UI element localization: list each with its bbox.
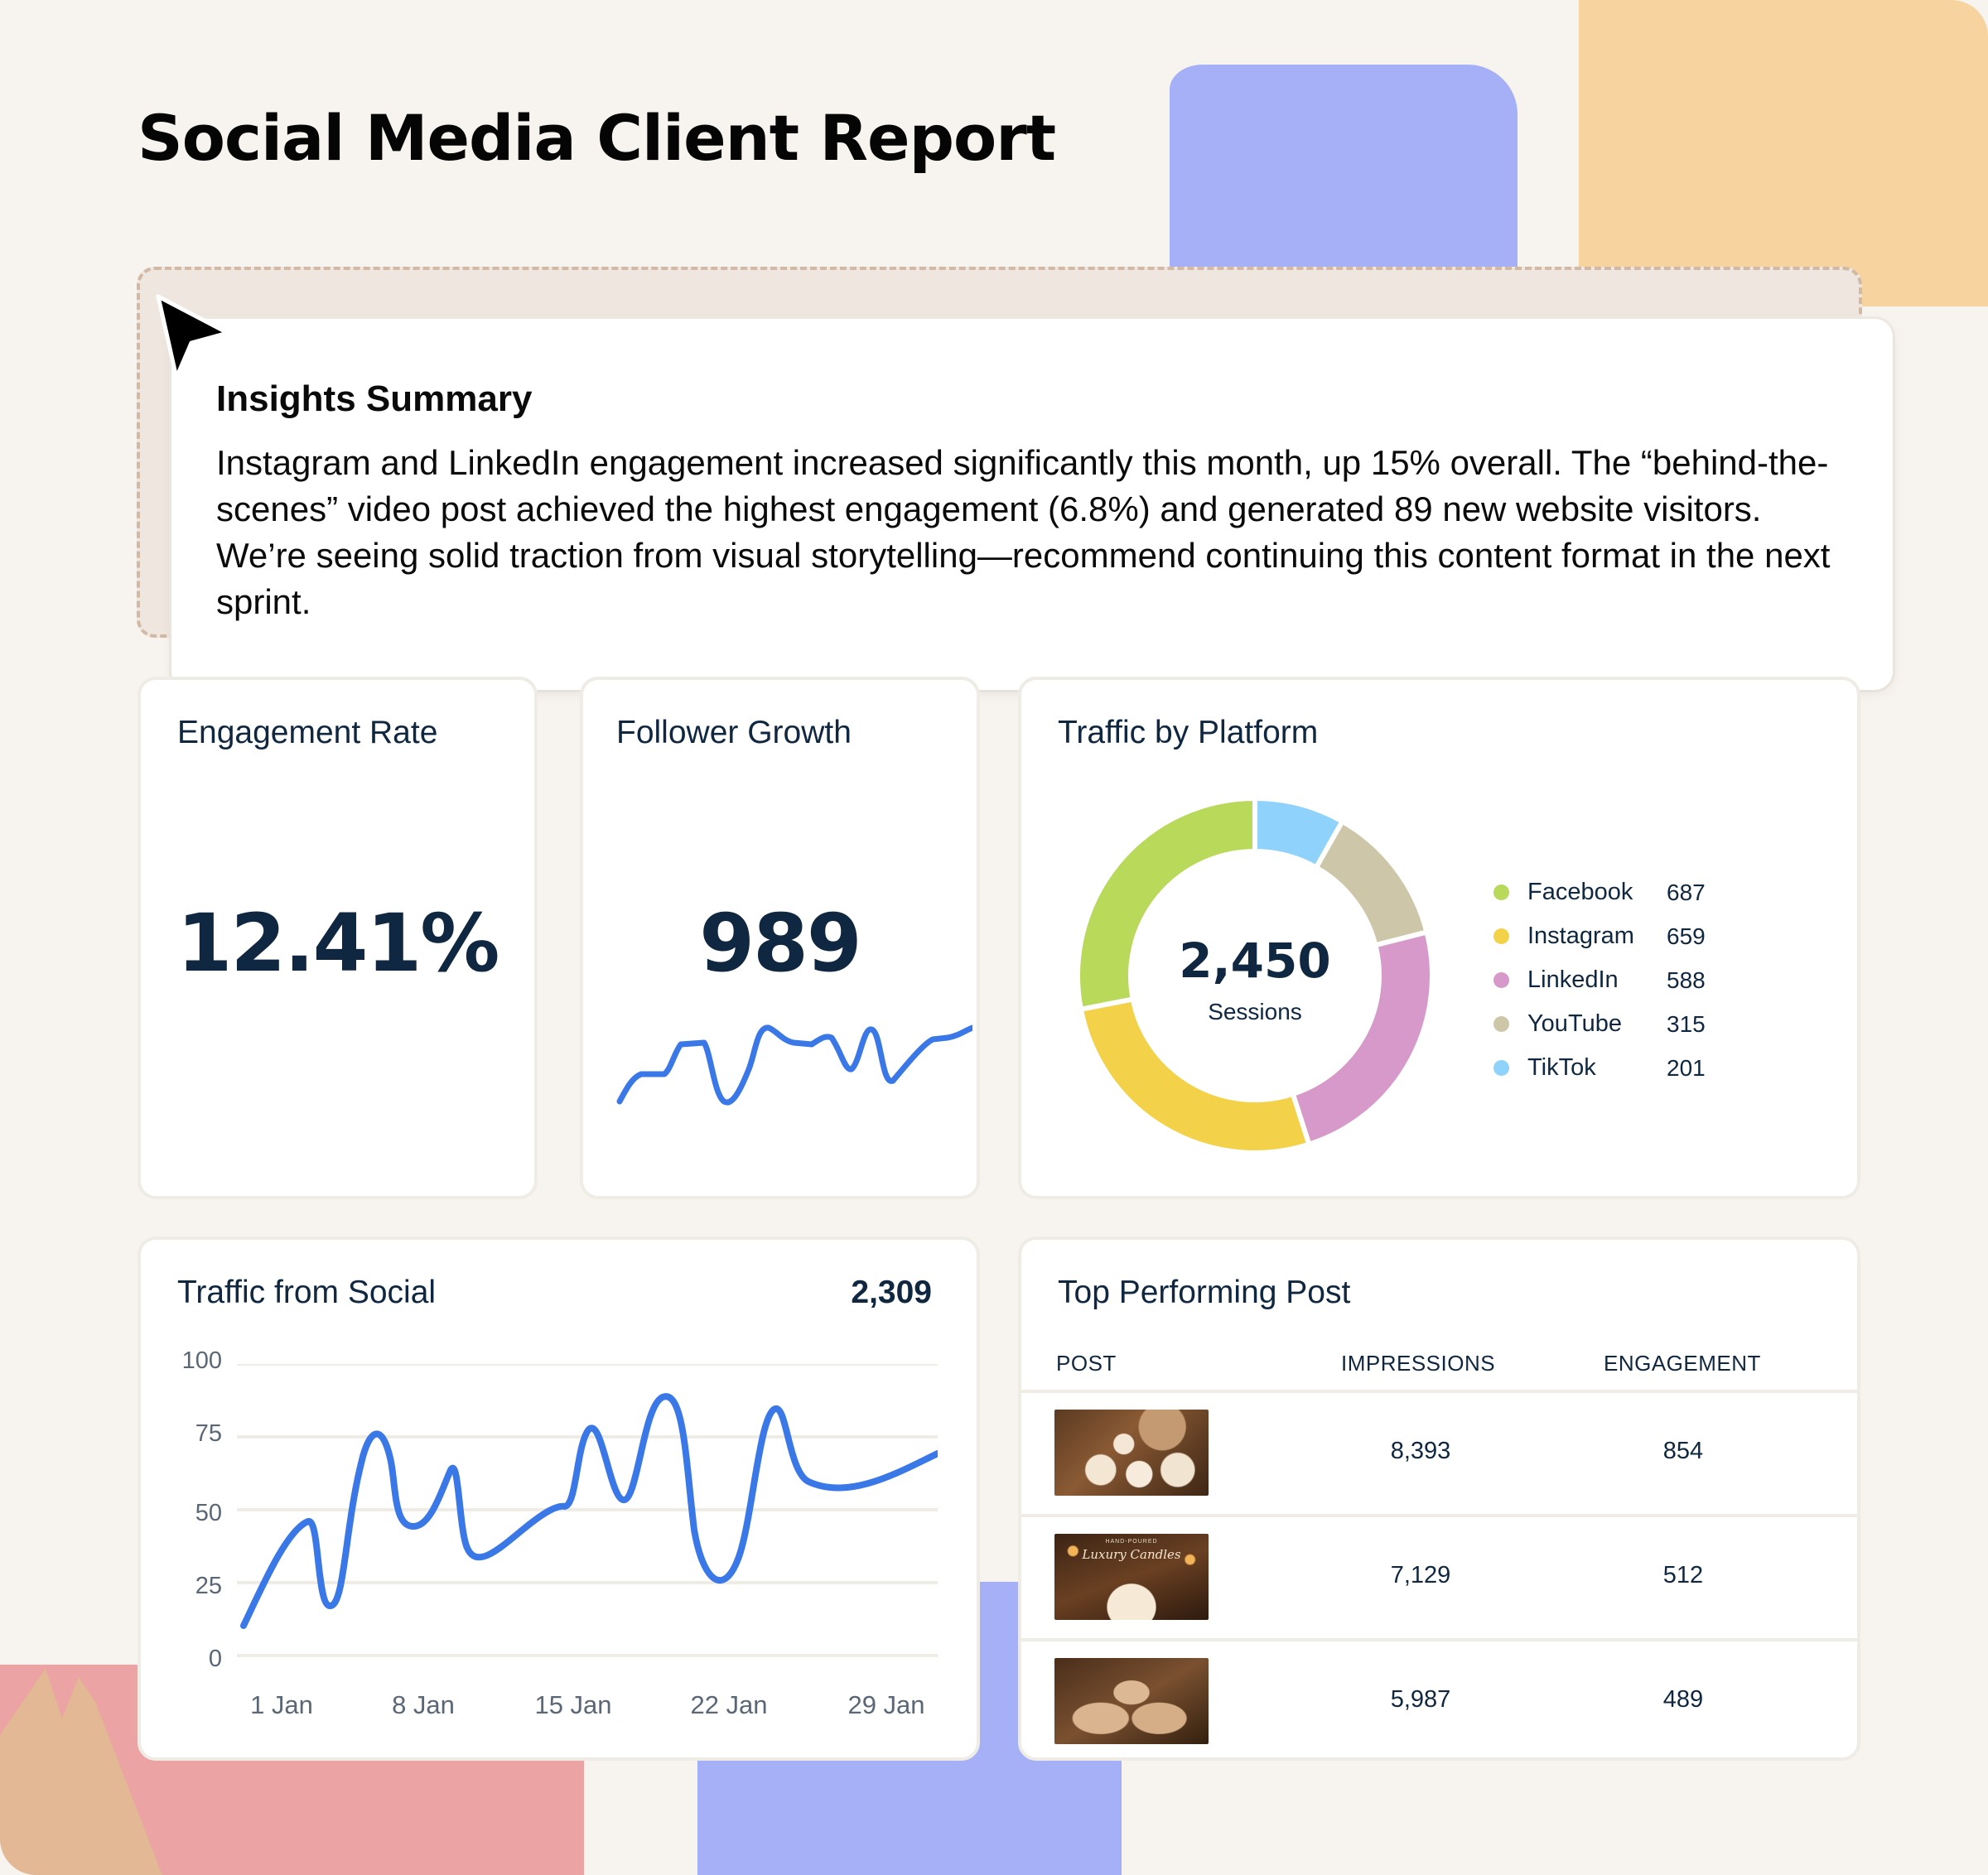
column-header-post[interactable]: POST [1056, 1351, 1117, 1376]
legend-item-instagram[interactable]: Instagram 659 [1493, 914, 1706, 958]
insights-heading: Insights Summary [216, 378, 533, 419]
legend-value: 687 [1667, 879, 1706, 905]
donut-chart: 2,450 Sessions [1074, 795, 1436, 1156]
follower-growth-card[interactable]: Follower Growth 989 [580, 677, 980, 1199]
legend-dot [1493, 972, 1509, 988]
card-title: Follower Growth [616, 715, 852, 750]
insights-body: Instagram and LinkedIn engagement increa… [216, 443, 1831, 621]
legend-label: YouTube [1527, 1010, 1622, 1037]
post-thumbnail-three-candles[interactable] [1054, 1658, 1209, 1744]
traffic-from-social-card[interactable]: Traffic from Social 2,309 100 75 50 25 0… [138, 1236, 980, 1761]
top-performing-post-card[interactable]: Top Performing Post POST IMPRESSIONS ENG… [1018, 1236, 1860, 1761]
y-tick: 0 [208, 1646, 222, 1672]
engagement-cell: 512 [1662, 1562, 1704, 1588]
legend-dot [1493, 884, 1509, 900]
legend-value: 315 [1667, 1010, 1706, 1037]
follower-growth-value: 989 [699, 897, 861, 990]
thumb-caption-small: HAND-POURED [1105, 1539, 1158, 1545]
traffic-by-platform-card[interactable]: Traffic by Platform 2,450 Sessions Faceb… [1018, 677, 1860, 1199]
legend-value: 588 [1667, 966, 1706, 993]
impressions-cell: 5,987 [1390, 1686, 1451, 1713]
donut-segment-facebook[interactable] [1075, 795, 1257, 1013]
legend-item-facebook[interactable]: Facebook 687 [1493, 870, 1706, 914]
mouse-cursor-icon [156, 294, 230, 380]
card-title: Traffic by Platform [1058, 715, 1319, 750]
post-thumbnail-candle-pouring[interactable] [1054, 1410, 1209, 1496]
page-title: Social Media Client Report [138, 101, 1056, 175]
engagement-cell: 854 [1662, 1438, 1704, 1464]
card-title: Traffic from Social [177, 1275, 437, 1310]
card-title: Engagement Rate [177, 715, 438, 750]
y-tick: 50 [195, 1500, 222, 1526]
decorative-blob-orange [1579, 0, 1988, 306]
engagement-rate-card[interactable]: Engagement Rate 12.41% [138, 677, 538, 1199]
post-thumbnail-luxury-candles[interactable]: HAND-POURED Luxury Candles [1054, 1534, 1209, 1620]
table-row[interactable]: 5,987 489 [1021, 1638, 1857, 1762]
legend-label: Instagram [1527, 923, 1634, 949]
donut-total-label: Sessions [1208, 999, 1302, 1024]
legend-item-linkedin[interactable]: LinkedIn 588 [1493, 958, 1706, 1002]
donut-total: 2,450 [1179, 933, 1331, 989]
x-tick: 8 Jan [392, 1690, 455, 1719]
card-title: Top Performing Post [1058, 1275, 1351, 1310]
legend-dot [1493, 1016, 1509, 1032]
legend-label: Facebook [1527, 879, 1633, 905]
x-tick: 1 Jan [250, 1690, 313, 1719]
insights-summary-card[interactable]: Insights Summary Instagram and LinkedIn … [171, 319, 1893, 690]
platform-legend: Facebook 687 Instagram 659 LinkedIn 588 … [1493, 870, 1706, 1090]
traffic-line-chart [237, 1364, 938, 1657]
legend-item-tiktok[interactable]: TikTok 201 [1493, 1046, 1706, 1090]
legend-value: 659 [1667, 923, 1706, 949]
engagement-rate-value: 12.41% [176, 897, 500, 990]
follower-sparkline [616, 1024, 972, 1106]
legend-dot [1493, 1060, 1509, 1076]
legend-label: TikTok [1527, 1054, 1596, 1081]
impressions-cell: 8,393 [1390, 1438, 1451, 1464]
donut-segment-instagram[interactable] [1078, 995, 1313, 1155]
x-tick: 29 Jan [847, 1690, 925, 1719]
x-tick: 15 Jan [534, 1690, 612, 1719]
y-tick: 75 [195, 1420, 222, 1447]
decorative-blob-tan [0, 1669, 162, 1875]
traffic-total: 2,309 [851, 1275, 932, 1310]
legend-item-youtube[interactable]: YouTube 315 [1493, 1002, 1706, 1046]
impressions-cell: 7,129 [1390, 1562, 1451, 1588]
y-tick: 25 [195, 1573, 222, 1599]
donut-chart-svg [1075, 795, 1435, 1155]
y-tick: 100 [181, 1347, 222, 1374]
engagement-cell: 489 [1662, 1686, 1704, 1713]
legend-value: 201 [1667, 1054, 1706, 1081]
table-row[interactable]: 8,393 854 [1021, 1390, 1857, 1514]
column-header-impressions[interactable]: IMPRESSIONS [1341, 1351, 1496, 1376]
legend-dot [1493, 928, 1509, 944]
table-row[interactable]: HAND-POURED Luxury Candles 7,129 512 [1021, 1514, 1857, 1638]
x-tick: 22 Jan [690, 1690, 768, 1719]
legend-label: LinkedIn [1527, 966, 1619, 993]
thumb-caption: Luxury Candles [1082, 1547, 1181, 1562]
donut-segment-youtube[interactable] [1312, 817, 1431, 948]
decorative-blob-blue [1170, 65, 1518, 280]
column-header-engagement[interactable]: ENGAGEMENT [1604, 1351, 1761, 1376]
